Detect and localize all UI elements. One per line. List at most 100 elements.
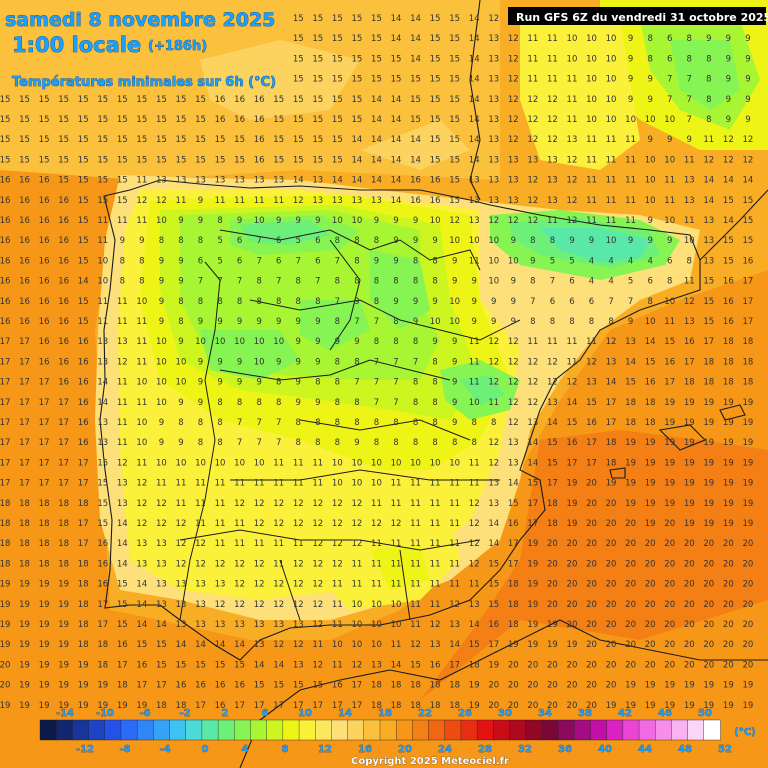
- grid-value: 8: [276, 378, 281, 388]
- grid-value: 20: [684, 539, 695, 549]
- grid-value: 16: [19, 236, 30, 246]
- grid-value: 10: [664, 297, 675, 307]
- grid-value: 9: [745, 95, 750, 105]
- grid-value: 19: [39, 600, 50, 610]
- grid-value: 12: [469, 499, 480, 509]
- grid-value: 8: [393, 337, 398, 347]
- grid-value: 15: [508, 499, 519, 509]
- grid-value: 17: [293, 701, 304, 711]
- grid-value: 15: [371, 75, 382, 85]
- grid-value: 15: [78, 297, 89, 307]
- grid-value: 8: [374, 418, 379, 428]
- grid-value: 20: [645, 640, 656, 650]
- grid-value: 20: [586, 701, 597, 711]
- grid-value: 20: [703, 539, 714, 549]
- grid-value: 13: [156, 559, 167, 569]
- grid-value: 14: [78, 277, 89, 287]
- grid-value: 9: [178, 256, 183, 266]
- grid-value: 11: [136, 317, 147, 327]
- grid-value: 14: [351, 155, 362, 165]
- grid-value: 15: [332, 34, 343, 44]
- grid-value: 8: [335, 277, 340, 287]
- grid-value: 5: [217, 236, 222, 246]
- grid-value: 20: [0, 681, 10, 691]
- grid-value: 20: [527, 701, 538, 711]
- grid-value: 8: [354, 277, 359, 287]
- grid-value: 15: [430, 95, 441, 105]
- grid-value: 15: [176, 660, 187, 670]
- grid-value: 11: [117, 398, 128, 408]
- grid-value: 10: [645, 317, 656, 327]
- grid-value: 9: [198, 398, 203, 408]
- grid-value: 14: [488, 519, 499, 529]
- grid-value: 11: [371, 559, 382, 569]
- grid-value: 18: [78, 499, 89, 509]
- portugal-border: [179, 261, 221, 621]
- grid-value: 20: [508, 660, 519, 670]
- grid-value: 8: [706, 95, 711, 105]
- grid-value: 13: [332, 196, 343, 206]
- grid-value: 15: [78, 135, 89, 145]
- grid-value: 18: [0, 539, 10, 549]
- grid-value: 13: [176, 580, 187, 590]
- legend-top-labels: -14 -10 -6 -2 2 6 10 14 18 22 26 30 34 38 42 46 50: [56, 708, 712, 719]
- grid-value: 17: [0, 337, 10, 347]
- grid-value: 10: [371, 479, 382, 489]
- grid-value: 9: [628, 34, 633, 44]
- grid-value: 18: [19, 559, 30, 569]
- grid-value: 20: [645, 620, 656, 630]
- grid-value: 14: [508, 479, 519, 489]
- grid-value: 12: [136, 479, 147, 489]
- grid-value: 15: [156, 660, 167, 670]
- grid-value: 14: [469, 54, 480, 64]
- grid-value: 19: [58, 640, 69, 650]
- grid-value: 16: [215, 95, 226, 105]
- grid-value: 19: [547, 640, 558, 650]
- grid-value: 12: [332, 499, 343, 509]
- grid-value: 14: [469, 75, 480, 85]
- grid-value: 20: [723, 600, 734, 610]
- grid-value: 9: [628, 236, 633, 246]
- grid-value: 11: [254, 479, 265, 489]
- grid-value: 15: [78, 196, 89, 206]
- grid-value: 14: [410, 54, 421, 64]
- grid-value: 19: [469, 701, 480, 711]
- legend-bottom-label: 8: [282, 744, 289, 755]
- grid-value: 15: [136, 155, 147, 165]
- legend-swatch: [331, 719, 349, 741]
- grid-value: 9: [569, 236, 574, 246]
- grid-value: 19: [78, 660, 89, 670]
- legend-top-label: -14: [56, 708, 74, 719]
- grid-value: 11: [117, 438, 128, 448]
- grid-value: 15: [58, 135, 69, 145]
- grid-value: 16: [39, 357, 50, 367]
- grid-value: 16: [195, 681, 206, 691]
- grid-value: 15: [703, 297, 714, 307]
- grid-value: 15: [78, 236, 89, 246]
- grid-value: 10: [195, 337, 206, 347]
- grid-value: 10: [684, 236, 695, 246]
- grid-value: 8: [706, 75, 711, 85]
- grid-value: 11: [332, 600, 343, 610]
- grid-value: 17: [0, 418, 10, 428]
- grid-value: 8: [335, 398, 340, 408]
- grid-value: 12: [312, 580, 323, 590]
- grid-value: 11: [117, 216, 128, 226]
- grid-value: 12: [136, 499, 147, 509]
- grid-value: 13: [488, 155, 499, 165]
- grid-value: 10: [606, 115, 617, 125]
- grid-value: 20: [586, 681, 597, 691]
- grid-value: 7: [667, 95, 672, 105]
- grid-value: 15: [312, 95, 323, 105]
- grid-value: 20: [547, 701, 558, 711]
- grid-value: 20: [567, 681, 578, 691]
- grid-value: 10: [391, 620, 402, 630]
- grid-value: 11: [117, 297, 128, 307]
- grid-value: 20: [547, 580, 558, 590]
- grid-value: 14: [488, 539, 499, 549]
- grid-value: 19: [625, 438, 636, 448]
- grid-value: 19: [19, 620, 30, 630]
- grid-value: 14: [410, 34, 421, 44]
- grid-value: 11: [234, 196, 245, 206]
- grid-value: 20: [625, 559, 636, 569]
